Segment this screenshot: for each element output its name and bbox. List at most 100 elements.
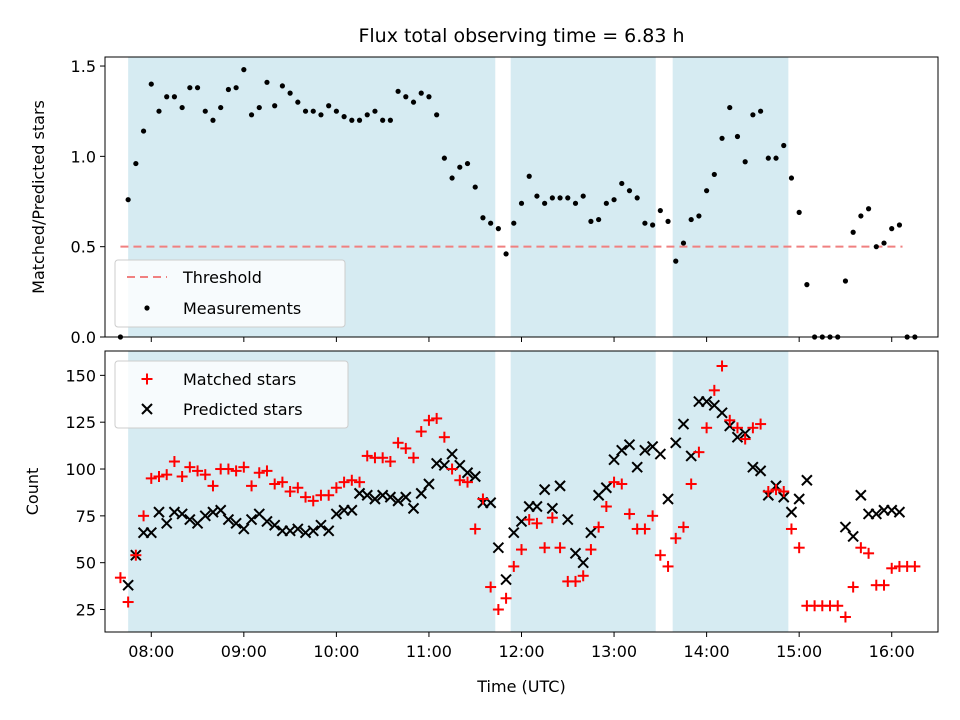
bottom-legend-box (114, 360, 349, 429)
marker-stroke (546, 502, 559, 515)
predicted-point (677, 418, 690, 430)
marker-stroke (153, 506, 165, 518)
predicted-point (870, 508, 883, 520)
measurement-point (403, 94, 409, 100)
predicted-point (670, 437, 682, 449)
measurement-point (549, 195, 555, 201)
predicted-point (415, 487, 427, 500)
measurement-point (302, 108, 309, 114)
predicted-point (322, 525, 335, 537)
marker-stroke (214, 504, 227, 516)
measurement-point (256, 104, 262, 111)
marker-stroke (423, 478, 435, 490)
measurement-point (449, 175, 455, 181)
measurement-point (580, 193, 586, 199)
predicted-point (515, 515, 528, 528)
marker-stroke (754, 465, 767, 477)
measurement-point (472, 184, 478, 190)
matched-point (593, 521, 605, 533)
matched-point (839, 611, 851, 623)
predicted-point (855, 489, 867, 501)
marker-stroke (700, 395, 713, 408)
predicted-point (747, 461, 759, 473)
y-tick-label: 0.0 (71, 328, 96, 347)
matched-point (238, 461, 250, 473)
marker-stroke (778, 491, 790, 503)
measurement-point (418, 90, 424, 96)
x-tick-label: 12:00 (498, 642, 544, 661)
matched-point (469, 523, 481, 535)
matched-point (408, 452, 420, 464)
measurement-point (140, 128, 147, 134)
marker-stroke (176, 508, 188, 520)
x-tick-label: 14:00 (684, 642, 730, 661)
matched-points (114, 360, 921, 623)
measurement-point (526, 173, 532, 179)
measurement-point (248, 112, 255, 118)
measurement-point (542, 200, 548, 206)
measurement-point (688, 216, 694, 223)
marker-stroke (122, 579, 134, 591)
bottom-legend: Matched stars Predicted stars (114, 360, 349, 429)
predicted-point (631, 461, 643, 473)
matched-point (377, 452, 389, 464)
measurement-point (387, 117, 393, 123)
matched-point (246, 480, 258, 492)
matched-point (300, 491, 312, 503)
matched-point (184, 461, 196, 473)
measurement-point (318, 112, 324, 118)
matched-point (261, 465, 273, 477)
measurement-point (241, 67, 247, 73)
matched-point (747, 422, 759, 434)
predicted-point (546, 502, 559, 515)
measurement-point (881, 240, 887, 246)
legend-measurements-label: Measurements (183, 299, 301, 318)
x-tick-label: 16:00 (869, 642, 915, 661)
matched-point (276, 476, 288, 488)
matched-point (168, 456, 180, 468)
predicted-point (469, 470, 481, 483)
marker-stroke (207, 506, 219, 518)
predicted-point (268, 519, 281, 531)
matched-point (161, 469, 173, 481)
predicted-point (847, 530, 859, 543)
matched-point (192, 465, 204, 477)
predicted-point (461, 467, 474, 479)
measurement-point (310, 108, 316, 114)
y-tick-label: 1.5 (71, 57, 96, 76)
measurement-point (626, 188, 633, 194)
predicted-point (654, 448, 667, 460)
matched-point (207, 480, 219, 492)
marker-stroke (322, 525, 335, 537)
y-tick-label: 50 (76, 554, 96, 573)
matched-point (153, 471, 165, 483)
marker-stroke (369, 493, 381, 505)
measurement-point (873, 244, 879, 250)
predicted-point (739, 427, 751, 440)
predicted-point (508, 527, 520, 539)
matched-point (292, 482, 304, 494)
bottom-y-axis-label: Count (23, 468, 42, 516)
predicted-point (245, 513, 258, 526)
measurement-point (534, 193, 540, 199)
matched-point (354, 476, 366, 488)
measurement-point (194, 85, 201, 91)
measurement-point (372, 108, 378, 114)
measurement-point (704, 188, 710, 194)
measurement-point (125, 197, 131, 203)
top-y-ticks: 0.0 0.5 1.0 1.5 (71, 57, 105, 347)
marker-stroke (484, 497, 497, 509)
matched-point (523, 514, 535, 526)
matched-point (647, 510, 659, 522)
marker-stroke (585, 527, 597, 539)
matched-point (585, 544, 597, 556)
marker-stroke (662, 493, 674, 505)
matched-point (284, 486, 296, 497)
measurement-point (171, 94, 178, 100)
marker-stroke (292, 523, 304, 535)
matched-point (662, 560, 674, 572)
matched-point (847, 581, 859, 593)
marker-stroke (407, 502, 420, 515)
marker-stroke (238, 523, 250, 535)
marker-stroke (839, 521, 852, 533)
